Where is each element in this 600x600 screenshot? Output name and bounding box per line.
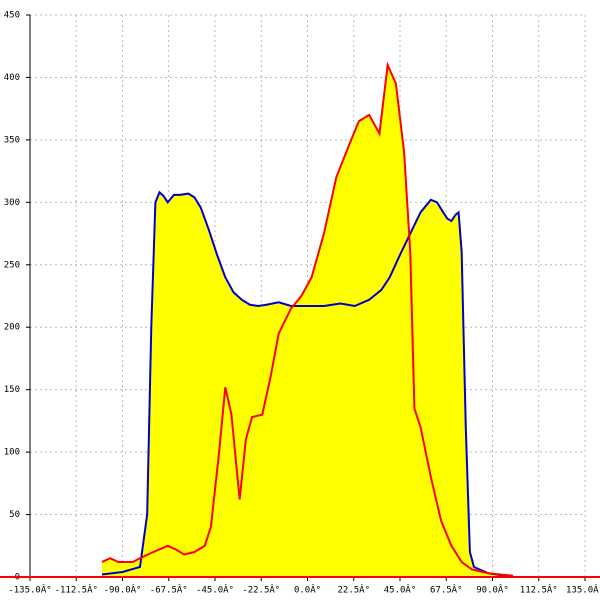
x-tick-label: -45.0Â° xyxy=(196,584,234,596)
x-tick-label: -67.5Â° xyxy=(150,584,188,596)
x-tick-label: -112.5Â° xyxy=(55,584,98,596)
x-tick-label: 135.0Â° xyxy=(566,584,600,596)
y-tick-label: 200 xyxy=(4,323,20,333)
y-tick-label: 150 xyxy=(4,385,20,395)
x-tick-label: -22.5Â° xyxy=(242,584,280,596)
y-tick-label: 400 xyxy=(4,73,20,83)
y-tick-label: 50 xyxy=(9,510,20,520)
area-fill xyxy=(101,64,514,577)
x-tick-label: 112.5Â° xyxy=(520,584,558,596)
y-tick-label: 300 xyxy=(4,198,20,208)
x-tick-label: 0.0Â° xyxy=(294,584,321,596)
x-tick-label: 67.5Â° xyxy=(430,584,463,596)
x-tick-label: -135.0Â° xyxy=(8,584,51,596)
line xyxy=(101,190,514,578)
x-tick-label: 45.0Â° xyxy=(384,584,417,596)
x-tick-label: 90.0Â° xyxy=(476,584,509,596)
y-tick-label: 250 xyxy=(4,260,20,270)
line xyxy=(101,61,514,577)
y-tick-label: 450 xyxy=(4,11,20,21)
y-tick-label: 100 xyxy=(4,448,20,458)
y-tick-label: 350 xyxy=(4,135,20,145)
x-tick-label: 22.5Â° xyxy=(337,584,370,596)
x-tick-label: -90.0Â° xyxy=(104,584,142,596)
